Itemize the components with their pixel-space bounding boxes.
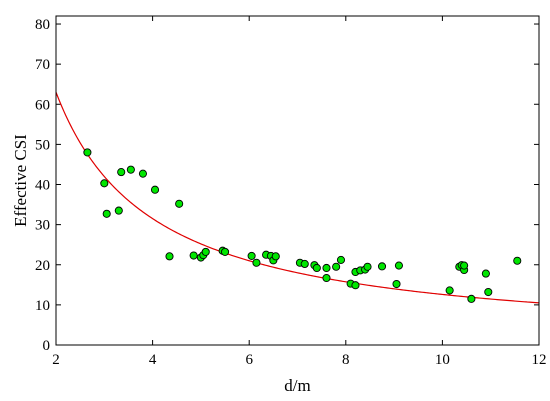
data-point <box>312 263 321 273</box>
data-point <box>322 263 331 273</box>
data-point <box>117 168 126 177</box>
x-tick-label: 8 <box>342 352 350 368</box>
y-axis-label: Effective CSI <box>11 134 30 227</box>
plot-area-frame <box>55 15 540 346</box>
data-point <box>513 256 522 265</box>
y-tick-label: 70 <box>35 57 50 73</box>
data-point <box>150 185 160 194</box>
data-point <box>484 287 493 297</box>
x-axis-label: d/m <box>284 376 310 395</box>
y-tick-label: 40 <box>35 178 50 194</box>
y-tick-label: 0 <box>43 338 51 354</box>
data-point <box>165 252 174 261</box>
data-point <box>271 252 280 261</box>
data-point <box>138 169 147 178</box>
data-point <box>83 148 92 157</box>
data-point <box>351 281 360 290</box>
x-tick-label: 10 <box>435 352 450 368</box>
data-point <box>100 179 109 188</box>
data-point <box>460 261 469 270</box>
data-point <box>481 269 490 278</box>
data-point <box>189 251 198 260</box>
data-points <box>83 148 522 303</box>
x-tick-label: 4 <box>149 352 157 368</box>
data-point <box>377 262 387 271</box>
data-point <box>114 206 123 215</box>
data-point <box>102 209 111 218</box>
data-point <box>247 251 256 260</box>
data-point <box>126 165 135 174</box>
data-point <box>322 273 331 283</box>
data-point <box>332 262 341 271</box>
data-point <box>175 199 184 208</box>
x-tick-label: 2 <box>52 352 60 368</box>
data-point <box>201 247 210 256</box>
y-tick-label: 80 <box>35 17 50 33</box>
x-tick-label: 6 <box>245 352 253 368</box>
y-tick-label: 10 <box>35 298 50 314</box>
data-point <box>300 259 309 269</box>
data-point <box>445 286 454 295</box>
data-point <box>392 279 401 289</box>
data-point <box>467 294 476 303</box>
fit-curve <box>55 92 540 304</box>
y-tick-label: 30 <box>35 218 50 234</box>
y-tick-label: 50 <box>35 137 50 153</box>
x-tick-label: 12 <box>532 352 547 368</box>
data-point <box>363 262 372 271</box>
data-point <box>394 261 403 270</box>
data-point <box>336 255 346 264</box>
tick-group: 2 4 6 8 10 12 0 10 20 30 40 50 60 70 80 <box>35 16 547 368</box>
y-tick-label: 20 <box>35 258 50 274</box>
data-point <box>220 247 230 256</box>
data-point <box>252 258 261 267</box>
y-tick-label: 60 <box>35 97 50 113</box>
